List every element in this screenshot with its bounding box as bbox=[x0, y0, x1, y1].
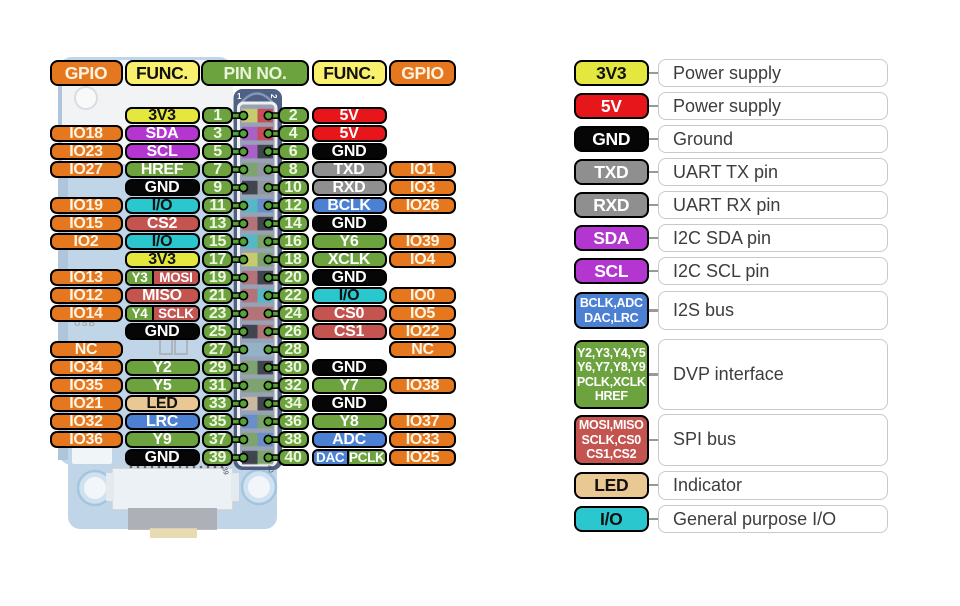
svg-text:40: 40 bbox=[265, 464, 274, 473]
svg-text:39: 39 bbox=[220, 466, 229, 475]
svg-text:1: 1 bbox=[237, 92, 242, 101]
svg-text:USB: USB bbox=[74, 318, 96, 328]
svg-text:2: 2 bbox=[269, 94, 278, 99]
